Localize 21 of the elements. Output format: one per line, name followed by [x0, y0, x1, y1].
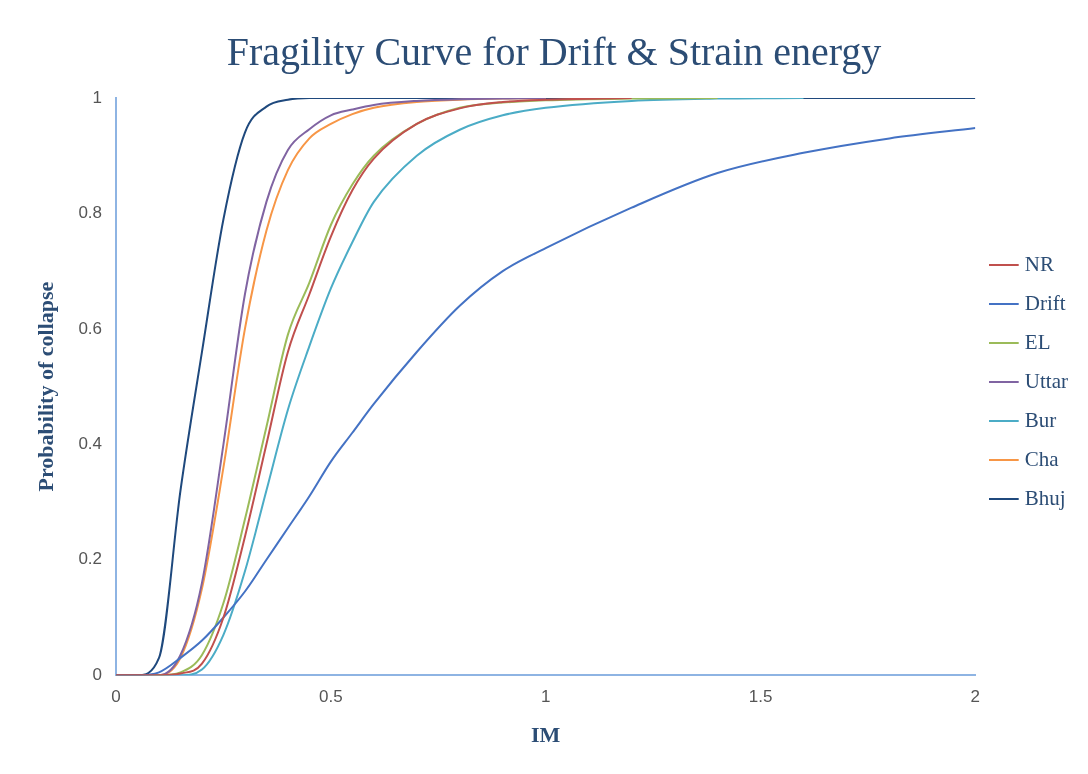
- x-tick-label: 1: [540, 687, 551, 707]
- y-tick-label: 0.2: [78, 549, 103, 569]
- legend-label: Cha: [1024, 446, 1060, 471]
- legend-label: Drift: [1024, 290, 1066, 315]
- y-axis-title: Probability of collapse: [32, 281, 58, 492]
- legend-label: EL: [1024, 329, 1051, 354]
- y-tick-label: 0: [92, 664, 103, 684]
- x-tick-label: 0.5: [319, 687, 343, 707]
- x-tick-label: 2: [970, 687, 981, 707]
- x-tick-label: 0: [111, 687, 121, 707]
- legend-label: NR: [1024, 251, 1055, 276]
- legend-label: Bhuj: [1024, 485, 1066, 510]
- y-tick-label: 0.4: [78, 434, 103, 454]
- legend-label: Uttar: [1024, 368, 1069, 393]
- x-tick-label: 1.5: [748, 687, 773, 707]
- y-tick-label: 0.6: [78, 318, 103, 338]
- y-tick-label: 0.8: [78, 203, 103, 223]
- chart-title: Fragility Curve for Drift & Strain energy: [226, 28, 882, 74]
- y-tick-label: 1: [92, 87, 103, 107]
- x-axis-title: IM: [531, 722, 561, 748]
- legend-label: Bur: [1024, 407, 1057, 432]
